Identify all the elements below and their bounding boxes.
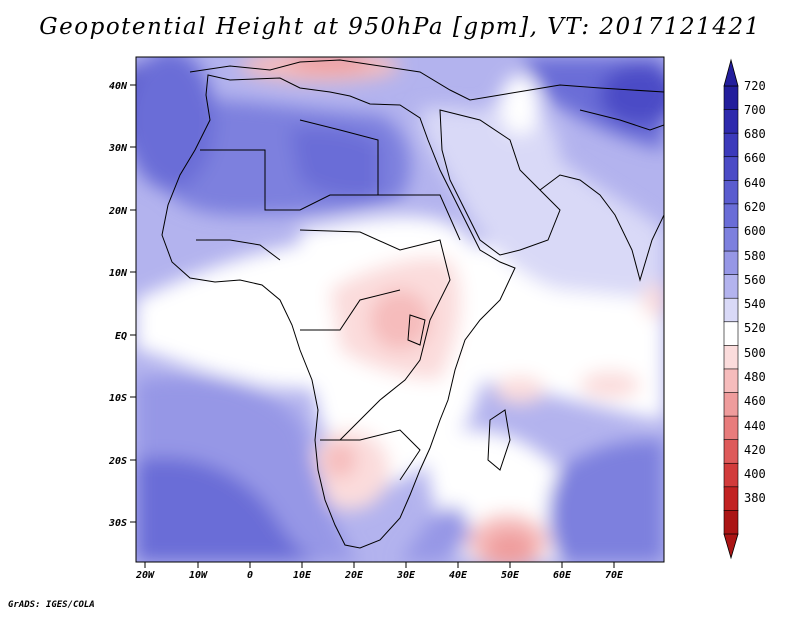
colorbar-segment (723, 462, 739, 488)
lon-label: 10W (189, 570, 208, 581)
lat-label: 20S (108, 456, 127, 467)
colorbar-label: 700 (744, 103, 766, 117)
lat-label: 40N (109, 81, 128, 92)
colorbar-label: 580 (744, 249, 766, 263)
lat-label: 30S (108, 518, 127, 529)
colorbar-label: 460 (744, 394, 766, 408)
colorbar-max-arrow (723, 58, 739, 87)
colorbar-label: 500 (744, 346, 766, 360)
colorbar-label: 480 (744, 370, 766, 384)
lon-label: 50E (501, 570, 520, 581)
plot-frame (135, 56, 665, 563)
colorbar-label: 660 (744, 151, 766, 165)
colorbar-segment (723, 180, 739, 205)
colorbar-label: 720 (744, 79, 766, 93)
lon-label: 30E (396, 570, 416, 581)
colorbar-segment (723, 297, 739, 323)
colorbar-label: 520 (744, 321, 766, 335)
colorbar-label: 560 (744, 273, 766, 287)
colorbar-segment (723, 203, 739, 229)
colorbar-label: 380 (744, 491, 766, 505)
colorbar-segment (723, 250, 739, 276)
colorbar-segment (723, 415, 739, 441)
colorbar-label: 400 (744, 467, 766, 481)
colorbar-min-arrow (723, 533, 739, 560)
colorbar: 720 700 680 660 640 620 600 580 560 540 … (723, 58, 766, 560)
grads-credit: GrADS: IGES/COLA (8, 600, 95, 610)
colorbar-segment (723, 345, 739, 370)
lat-label: 10S (109, 393, 127, 404)
colorbar-label: 640 (744, 176, 766, 190)
lon-label: 20W (135, 570, 155, 581)
lon-label: 20E (344, 570, 364, 581)
colorbar-segment (723, 486, 739, 512)
lon-label: 70E (605, 570, 624, 581)
lat-label: 10N (109, 268, 128, 279)
colorbar-segment (723, 392, 739, 417)
colorbar-segment (723, 368, 739, 394)
colorbar-label: 540 (744, 297, 766, 311)
map-title: Geopotential Height at 950hPa [gpm], VT:… (39, 14, 761, 40)
lon-label: 10E (293, 570, 312, 581)
coastlines (161, 59, 664, 549)
lat-label: 30N (108, 143, 128, 154)
height-field (136, 57, 664, 562)
lat-axis: 40N 30N 20N 10N EQ 10S 20S 30S (108, 81, 136, 529)
lon-label: 40E (449, 570, 468, 581)
colorbar-segment (723, 227, 739, 252)
lon-label: 60E (553, 570, 572, 581)
colorbar-segment (723, 274, 739, 299)
lat-label: EQ (115, 331, 127, 342)
colorbar-label: 680 (744, 127, 766, 141)
colorbar-segment (723, 156, 739, 181)
colorbar-label: 420 (744, 443, 766, 457)
lon-axis: 20W 10W 0 10E 20E 30E 40E 50E 60E 70E (135, 562, 624, 581)
colorbar-segment (723, 109, 739, 134)
colorbar-segment (723, 132, 739, 158)
colorbar-segment (723, 321, 739, 346)
colorbar-segment (723, 85, 739, 111)
colorbar-segment (723, 510, 739, 535)
lon-label: 0 (247, 570, 253, 581)
colorbar-label: 620 (744, 200, 766, 214)
colorbar-label: 440 (744, 419, 766, 433)
colorbar-label: 600 (744, 224, 766, 238)
colorbar-segment (723, 439, 739, 464)
lat-label: 20N (108, 206, 128, 217)
